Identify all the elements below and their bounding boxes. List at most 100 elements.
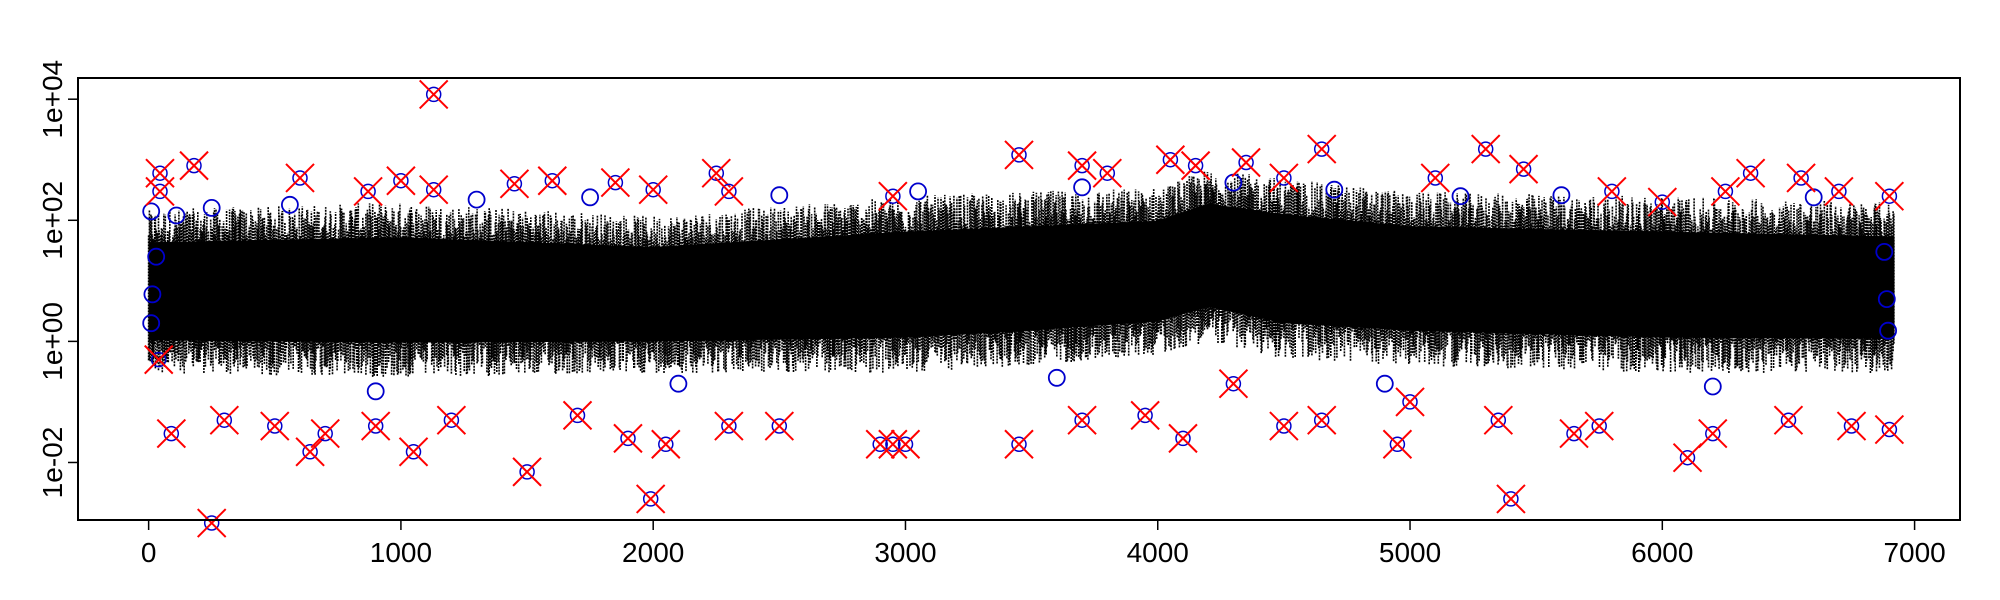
x-tick-label: 0 xyxy=(141,537,157,568)
red-cross-point xyxy=(1004,140,1034,170)
red-cross-point xyxy=(1773,405,1804,435)
red-cross-point xyxy=(878,429,908,459)
blue-circle-point xyxy=(142,314,161,333)
x-tick-label: 2000 xyxy=(622,537,684,568)
red-cross-point xyxy=(1395,387,1425,417)
red-cross-point xyxy=(1824,176,1854,207)
red-cross-point xyxy=(1710,176,1741,207)
red-cross-point xyxy=(651,429,681,459)
red-cross-point xyxy=(1420,163,1450,193)
y-tick-label: 1e+00 xyxy=(37,302,68,381)
red-cross-point xyxy=(285,163,315,193)
blue-circle-point xyxy=(1451,187,1470,206)
red-cross-point xyxy=(179,150,209,181)
red-cross-point xyxy=(145,176,175,207)
red-cross-point xyxy=(714,411,744,441)
red-cross-point xyxy=(1004,429,1034,459)
red-cross-point xyxy=(295,437,325,467)
x-tick-label: 7000 xyxy=(1883,537,1945,568)
red-cross-point xyxy=(714,176,744,207)
y-tick-label: 1e+04 xyxy=(37,60,68,139)
red-cross-point xyxy=(419,174,449,205)
red-cross-point xyxy=(1067,150,1097,181)
red-cross-point xyxy=(1155,145,1186,175)
blue-circle-point xyxy=(1875,242,1894,261)
plot-frame xyxy=(77,77,1961,521)
x-axis: 0 1000 2000 3000 4000 5000 6000 7000 xyxy=(141,520,1946,568)
x-tick-label: 3000 xyxy=(874,537,936,568)
red-cross-point xyxy=(1092,158,1123,188)
blue-circle-point xyxy=(280,195,299,214)
red-cross-point xyxy=(600,167,631,198)
red-cross-point xyxy=(144,344,174,375)
red-cross-point xyxy=(1483,405,1514,435)
red-cross-point xyxy=(1874,414,1905,445)
red-cross-point xyxy=(1647,187,1678,217)
blue-circle-point xyxy=(467,190,486,209)
blue-circle-point xyxy=(1073,178,1091,197)
red-cross-point xyxy=(1168,423,1198,454)
red-cross-point xyxy=(156,418,187,449)
x-tick-label: 5000 xyxy=(1379,537,1441,568)
red-cross-point xyxy=(398,437,429,467)
red-cross-point xyxy=(353,176,383,207)
blue-circle-point xyxy=(143,285,162,304)
blue-circle-point xyxy=(167,206,186,225)
x-tick-label: 6000 xyxy=(1631,537,1693,568)
band-core xyxy=(148,203,1895,343)
red-cross-point xyxy=(499,169,530,199)
blue-circle-point xyxy=(1552,186,1571,205)
red-cross-point xyxy=(310,418,340,449)
red-cross-point xyxy=(1874,181,1905,211)
red-cross-point xyxy=(1496,484,1526,514)
blue-circle-point xyxy=(142,202,161,221)
red-cross-point xyxy=(890,429,921,459)
red-cross-point xyxy=(1307,405,1337,435)
red-cross-point xyxy=(1269,163,1299,193)
blue-circle-point xyxy=(1047,368,1066,387)
red-cross-point xyxy=(1269,411,1299,441)
x-tick-label: 4000 xyxy=(1127,537,1189,568)
red-cross-point xyxy=(1786,163,1816,193)
blue-circle-point xyxy=(669,374,688,393)
red-cross-point xyxy=(878,181,908,211)
red-cross-point xyxy=(1584,411,1614,441)
red-cross-point xyxy=(1130,400,1160,431)
y-tick-label: 1e+02 xyxy=(37,181,68,260)
red-cross-point xyxy=(613,423,643,454)
red-cross-point xyxy=(1382,429,1413,459)
red-cross-point xyxy=(1067,405,1097,435)
x-tick-label: 1000 xyxy=(370,537,432,568)
red-cross-point xyxy=(562,400,593,431)
red-cross-point xyxy=(419,79,449,110)
red-cross-point xyxy=(1508,154,1539,184)
red-cross-series xyxy=(144,79,1905,538)
red-cross-point xyxy=(638,174,668,205)
red-cross-point xyxy=(1672,442,1703,473)
blue-circle-point xyxy=(581,188,599,207)
red-cross-point xyxy=(1218,368,1249,399)
red-cross-point xyxy=(209,405,240,435)
red-cross-point xyxy=(1597,176,1627,207)
red-cross-point xyxy=(260,411,290,441)
red-cross-point xyxy=(1735,158,1766,188)
red-cross-point xyxy=(386,166,416,196)
red-cross-point xyxy=(764,411,795,441)
red-cross-point xyxy=(1307,134,1337,164)
red-cross-point xyxy=(360,411,391,441)
blue-circle-series xyxy=(142,173,1897,401)
blue-circle-point xyxy=(770,186,789,205)
red-cross-point xyxy=(1231,147,1261,178)
y-tick-label: 1e-02 xyxy=(37,427,68,499)
red-cross-point xyxy=(1471,134,1501,164)
blue-circle-point xyxy=(202,198,221,217)
red-cross-point xyxy=(865,429,895,459)
blue-circle-point xyxy=(1879,321,1897,340)
blue-circle-point xyxy=(1325,180,1344,199)
red-cross-point xyxy=(635,484,666,514)
red-cross-point xyxy=(1836,411,1867,441)
blue-circle-point xyxy=(1703,377,1722,396)
red-cross-point xyxy=(197,508,227,538)
y-axis: 1e-02 1e+00 1e+02 1e+04 xyxy=(37,60,78,498)
